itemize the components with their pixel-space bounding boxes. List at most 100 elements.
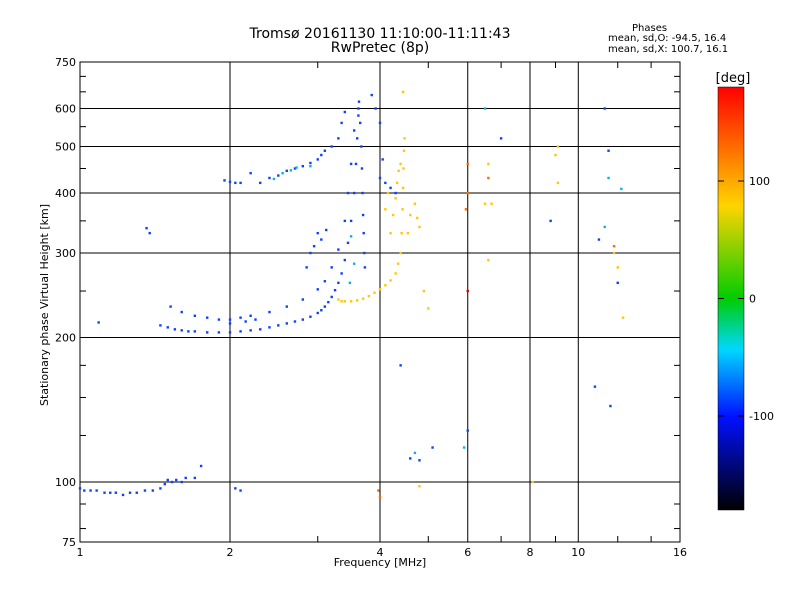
data-point bbox=[193, 330, 197, 333]
x-tick-label: 1 bbox=[77, 546, 84, 559]
y-tick-label: 75 bbox=[62, 536, 76, 549]
data-point bbox=[346, 241, 350, 245]
data-point bbox=[396, 262, 400, 265]
y-tick-label: 200 bbox=[55, 332, 76, 345]
data-point bbox=[399, 364, 402, 367]
data-point bbox=[293, 167, 297, 170]
colorbar-tick-label: 100 bbox=[749, 175, 770, 188]
data-point bbox=[305, 266, 308, 269]
data-point bbox=[354, 162, 358, 166]
data-point bbox=[228, 180, 232, 184]
data-point bbox=[259, 181, 262, 185]
data-point bbox=[97, 321, 100, 324]
data-point bbox=[337, 137, 340, 140]
data-point bbox=[556, 145, 560, 148]
data-point bbox=[549, 219, 552, 223]
data-point bbox=[418, 459, 421, 462]
data-point bbox=[373, 291, 376, 294]
data-point bbox=[223, 179, 226, 182]
data-point bbox=[348, 281, 352, 285]
y-tick-label: 750 bbox=[55, 56, 76, 69]
data-point bbox=[616, 266, 619, 269]
data-point bbox=[377, 489, 380, 492]
data-point bbox=[320, 238, 323, 241]
y-tick-label: 100 bbox=[55, 476, 76, 489]
data-point bbox=[361, 213, 365, 217]
data-point bbox=[239, 489, 242, 492]
data-point bbox=[370, 93, 373, 97]
data-point bbox=[621, 316, 625, 319]
data-point bbox=[399, 251, 402, 255]
data-point bbox=[352, 262, 356, 265]
data-point bbox=[418, 225, 421, 229]
data-point bbox=[384, 208, 387, 211]
plot-frame bbox=[79, 61, 681, 543]
data-point bbox=[309, 315, 312, 318]
data-point bbox=[378, 176, 382, 180]
data-point bbox=[234, 181, 237, 185]
data-point bbox=[355, 299, 359, 302]
phases-x-stats: mean, sd,X: 100.7, 16.1 bbox=[608, 44, 729, 55]
data-point bbox=[320, 309, 323, 312]
data-point bbox=[169, 305, 172, 308]
data-point bbox=[205, 331, 209, 334]
data-point bbox=[285, 322, 288, 325]
data-point bbox=[363, 251, 366, 255]
data-point bbox=[343, 300, 347, 303]
data-point bbox=[422, 289, 426, 293]
data-point bbox=[323, 149, 327, 152]
data-point bbox=[277, 174, 280, 177]
data-point bbox=[309, 161, 312, 165]
data-point bbox=[357, 100, 361, 103]
data-point bbox=[323, 280, 327, 283]
data-point bbox=[337, 281, 340, 285]
data-point bbox=[401, 186, 405, 190]
data-point bbox=[431, 446, 434, 449]
data-point bbox=[249, 314, 252, 317]
x-tick-label: 2 bbox=[227, 546, 234, 559]
data-point bbox=[337, 298, 340, 301]
grid-lines bbox=[80, 62, 680, 542]
x-tick-label: 4 bbox=[377, 546, 384, 559]
data-point bbox=[78, 487, 82, 490]
data-point bbox=[418, 485, 421, 488]
data-point bbox=[95, 489, 98, 492]
data-point bbox=[402, 149, 406, 152]
data-point bbox=[374, 107, 377, 110]
data-point bbox=[170, 480, 174, 484]
data-point bbox=[343, 219, 347, 223]
data-point bbox=[378, 121, 382, 125]
data-point bbox=[239, 181, 242, 185]
data-point bbox=[316, 311, 319, 315]
data-point bbox=[349, 235, 353, 238]
data-point bbox=[607, 176, 610, 180]
data-point bbox=[395, 181, 399, 185]
data-point bbox=[259, 328, 262, 331]
x-axis-ticks: 1 2 4 6 8 10 16 bbox=[77, 62, 687, 559]
data-point bbox=[403, 137, 406, 140]
data-point bbox=[362, 231, 365, 235]
data-point bbox=[268, 326, 271, 329]
data-point bbox=[361, 191, 364, 195]
data-point bbox=[187, 330, 190, 333]
data-point bbox=[391, 213, 395, 217]
data-point bbox=[285, 305, 288, 308]
data-point bbox=[394, 272, 397, 275]
data-point bbox=[228, 322, 232, 325]
y-tick-label: 500 bbox=[55, 141, 76, 154]
data-point bbox=[254, 318, 257, 321]
data-point bbox=[413, 202, 417, 205]
y-tick-label: 400 bbox=[55, 187, 76, 200]
data-point bbox=[361, 297, 365, 300]
data-point bbox=[607, 149, 610, 152]
phases-o-stats: mean, sd,O: -94.5, 16.4 bbox=[608, 33, 727, 44]
data-point bbox=[427, 307, 430, 310]
data-point bbox=[378, 495, 382, 499]
data-point bbox=[301, 298, 305, 301]
data-point bbox=[268, 310, 271, 314]
data-point bbox=[349, 300, 353, 303]
data-point bbox=[228, 318, 232, 321]
data-point bbox=[272, 177, 276, 181]
y-axis-ticks: 75 100 200 300 400 500 600 750 bbox=[55, 56, 680, 549]
colorbar-label: [deg] bbox=[716, 71, 751, 86]
